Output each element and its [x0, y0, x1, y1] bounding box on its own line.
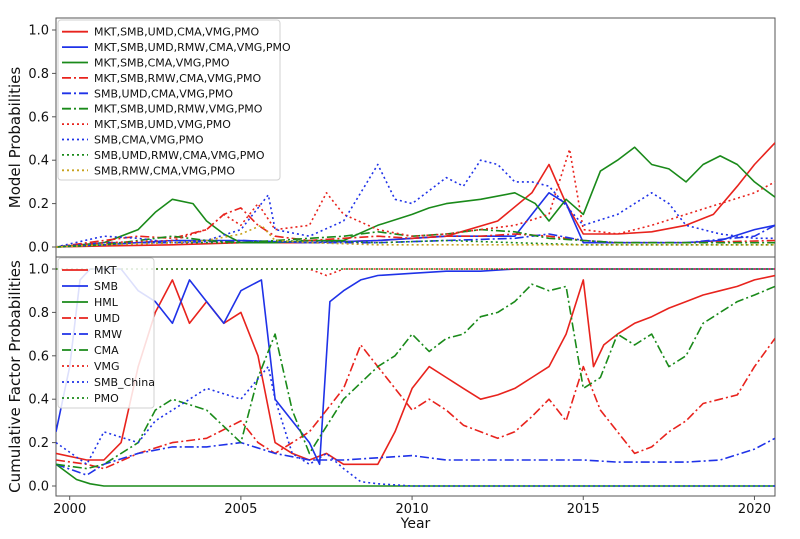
y-tick-label: 0.0	[28, 241, 49, 256]
series-line-cma	[56, 283, 775, 470]
legend: MKT SMB HML UMD RMW CMA VMG SMB_China PMO	[57, 257, 155, 409]
legend-label: MKT,SMB,UMD,VMG,PMO	[94, 118, 231, 131]
legend-label: VMG	[94, 360, 120, 373]
legend-label: MKT,SMB,CMA,VMG,PMO	[94, 57, 230, 70]
series-line-smb-rmw-cma-vmg-pmo	[56, 224, 775, 248]
y-tick-label: 1.0	[28, 263, 49, 278]
y-tick-label: 0.8	[28, 67, 49, 82]
series-line-mkt-smb-rmw-cma-vmg-pmo	[56, 207, 775, 248]
x-tick-label: 2020	[738, 502, 771, 517]
series-line-mkt-smb-umd-vmg-pmo	[56, 148, 775, 248]
y-axis-label: Model Probabilities	[6, 67, 24, 209]
y-tick-label: 0.6	[28, 110, 49, 125]
panel-cumulative-factor-probabilities: 0.0 0.2 0.4 0.6 0.8 1.0 Cumulative Factor Prob…	[6, 256, 776, 532]
legend-box	[57, 257, 155, 409]
x-axis-label: Year	[400, 516, 431, 532]
series-line-umd	[56, 337, 775, 470]
legend-label: UMD	[94, 312, 120, 325]
panel-model-probabilities: 0.0 0.2 0.4 0.6 0.8 1.0 Model Probabilities MKT…	[6, 17, 776, 258]
series-line-smb-umd-cma-vmg-pmo	[56, 224, 775, 248]
series-line-smb-china	[56, 365, 775, 487]
legend-label: SMB_China	[94, 376, 155, 389]
legend-label: MKT,SMB,UMD,RMW,CMA,VMG,PMO	[94, 41, 291, 54]
legend-label: SMB,UMD,CMA,VMG,PMO	[94, 87, 233, 100]
series-line-mkt-smb-umd-rmw-vmg-pmo	[56, 228, 775, 248]
series-line-smb	[56, 268, 775, 466]
legend-label: MKT,SMB,UMD,RMW,VMG,PMO	[94, 103, 263, 116]
y-tick-label: 1.0	[28, 24, 49, 39]
legend-label: SMB,CMA,VMG,PMO	[94, 134, 204, 147]
x-tick-label: 2015	[567, 502, 600, 517]
y-tick-label: 0.2	[28, 436, 49, 451]
y-tick-label: 0.4	[28, 154, 49, 169]
legend-label: CMA	[94, 344, 119, 357]
x-tick-label: 2010	[396, 502, 429, 517]
legend-label: SMB,UMD,RMW,CMA,VMG,PMO	[94, 149, 265, 162]
plot-frame	[55, 256, 776, 497]
series-line-mkt	[56, 274, 775, 466]
y-axis-label: Cumulative Factor Probabilities	[6, 260, 24, 493]
legend-label: PMO	[94, 392, 119, 405]
y-tick-label: 0.2	[28, 197, 49, 212]
series-lines	[56, 142, 775, 248]
x-tick-label: 2005	[224, 502, 257, 517]
series-line-vmg	[56, 268, 775, 277]
y-tick-label: 0.0	[28, 480, 49, 495]
legend-label: MKT,SMB,UMD,CMA,VMG,PMO	[94, 26, 259, 39]
series-line-smb-cma-vmg-pmo	[56, 159, 775, 248]
legend-label: SMB,RMW,CMA,VMG,PMO	[94, 164, 235, 177]
y-tick-label: 0.8	[28, 306, 49, 321]
x-tick-label: 2000	[53, 502, 86, 517]
series-line-hml	[56, 463, 775, 487]
legend-label: RMW	[94, 328, 122, 341]
series-line-mkt-smb-cma-vmg-pmo	[56, 146, 775, 248]
legend-label: MKT	[94, 264, 117, 277]
series-line-rmw	[56, 437, 775, 476]
legend-label: SMB	[94, 280, 118, 293]
series-line-smb-umd-rmw-cma-vmg-pmo	[56, 239, 775, 248]
legend-box	[57, 19, 281, 181]
legend: MKT,SMB,UMD,CMA,VMG,PMO MKT,SMB,UMD,RMW,C…	[57, 19, 291, 181]
y-tick-label: 0.4	[28, 393, 49, 408]
legend-label: HML	[94, 296, 119, 309]
y-tick-label: 0.6	[28, 349, 49, 364]
series-lines	[56, 268, 775, 487]
legend-label: MKT,SMB,RMW,CMA,VMG,PMO	[94, 72, 261, 85]
